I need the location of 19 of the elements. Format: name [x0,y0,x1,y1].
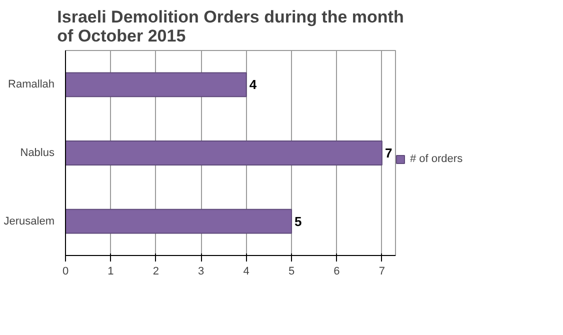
y-tick-label: Ramallah [8,78,55,91]
x-tick-label: 1 [108,266,114,278]
bar [66,72,247,98]
data-label: 5 [294,214,302,229]
y-tick-label: Jerusalem [4,215,55,228]
bar [66,140,382,166]
x-tick-label: 5 [288,266,295,278]
x-tick-label: 7 [378,266,386,278]
x-tick-label: 3 [198,266,204,278]
bar [66,208,292,234]
x-tick-label: 0 [62,266,69,278]
x-tick-label: 2 [152,266,159,278]
data-label: 4 [249,77,258,92]
legend-label: # of orders [410,152,463,164]
x-tick-label: 4 [243,266,250,278]
data-label: 7 [384,146,392,160]
x-tick-label: 6 [334,266,340,278]
y-tick-label: Nablus [20,147,55,159]
chart-title: Israeli Demolition Orders during the month of October 2015 [57,8,404,46]
